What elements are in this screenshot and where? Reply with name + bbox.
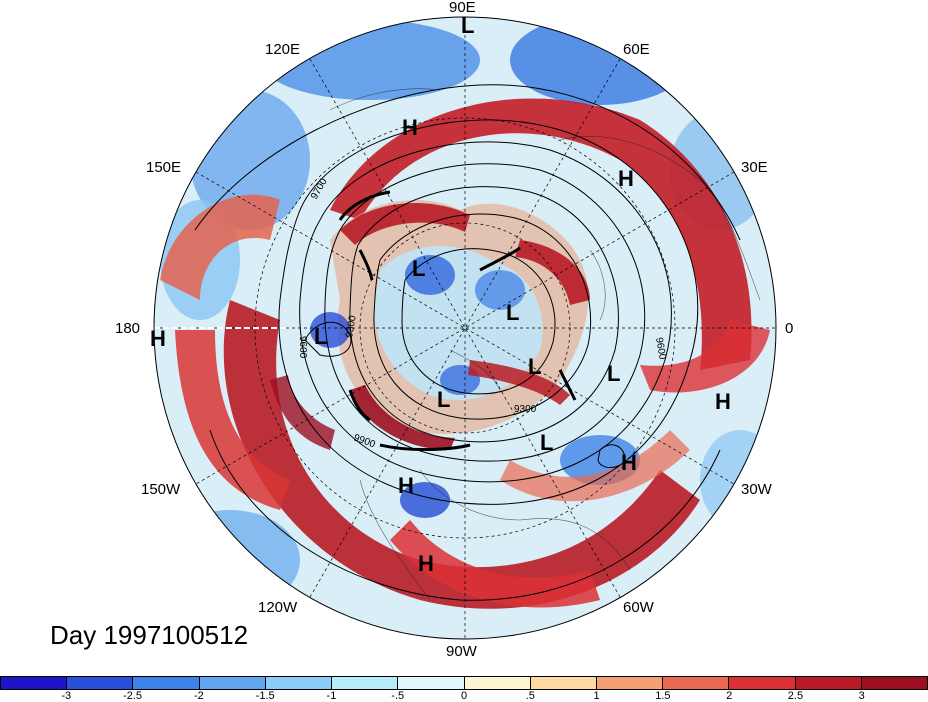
colorbar-tick-label: 2 (726, 690, 733, 702)
low-center: L (607, 361, 620, 386)
high-center: H (618, 166, 634, 191)
lon-label-90e: 90E (449, 0, 476, 16)
low-center: L (314, 324, 327, 349)
low-center: L (461, 13, 474, 38)
colorbar-swatch (530, 677, 597, 689)
height-contours (194, 84, 741, 601)
pressure-centers: L L L L L L L L H H H H H H H (150, 13, 731, 576)
colorbar-tick-label: 1 (593, 690, 600, 702)
colorbar-tick-label: -2 (193, 690, 204, 702)
polar-map: 9700 9600 9300 9300 9600 9900 L L L L L … (150, 13, 777, 640)
colorbar-swatch (398, 677, 465, 689)
colorbar-tick-label: -1 (326, 690, 337, 702)
high-center: H (398, 473, 414, 498)
colorbar-tick-label: -.5 (391, 690, 405, 702)
colorbar-swatch (464, 677, 531, 689)
high-center: H (150, 326, 166, 351)
coastlines (329, 88, 761, 601)
low-center: L (412, 256, 425, 281)
colorbar-swatch (67, 677, 134, 689)
colorbar-tick-label: 0 (460, 690, 468, 702)
contour-label: 9600 (297, 336, 308, 359)
contour-label: 9300 (344, 314, 359, 338)
high-center: H (402, 115, 418, 140)
lon-label-30w: 30W (741, 481, 772, 498)
lon-label-30e: 30E (741, 159, 768, 176)
colorbar-tick-label: 2.5 (787, 690, 804, 702)
colorbar-swatch (265, 677, 333, 689)
low-center: L (437, 387, 450, 412)
colorbar-swatch (332, 677, 399, 689)
map-boundary (153, 16, 777, 640)
lon-label-60e: 60E (623, 41, 650, 58)
colorbar-tick-label: -1.5 (255, 690, 275, 702)
low-center: L (506, 300, 519, 325)
colorbar-tick-label: -3 (61, 690, 72, 702)
lon-label-150e: 150E (146, 159, 182, 176)
low-center: L (528, 354, 541, 379)
contour-labels: 9700 9600 9300 9300 9600 9900 (297, 176, 668, 450)
colorbar-swatch (663, 677, 730, 689)
low-center: L (540, 430, 553, 455)
colorbar-swatch (596, 677, 664, 689)
contour-label: 9600 (653, 337, 668, 361)
contour-label: 9300 (514, 404, 537, 415)
colorbar-tick-label: 3 (858, 690, 865, 702)
colorbar-tick-label: .5 (525, 690, 535, 702)
graticule (154, 17, 776, 639)
colorbar (0, 676, 928, 690)
lon-label-120e: 120E (265, 41, 301, 58)
lon-label-150w: 150W (141, 481, 181, 498)
colorbar-tick-label: -2.5 (123, 690, 143, 702)
jet-streaks (338, 190, 577, 451)
colorbar-swatch (133, 677, 200, 689)
colorbar-tick-label: 1.5 (655, 690, 671, 702)
high-center: H (621, 450, 637, 475)
colorbar-swatch (729, 677, 796, 689)
lon-label-90w: 90W (446, 643, 477, 660)
lon-label-60w: 60W (623, 599, 654, 616)
lon-label-120w: 120W (258, 599, 298, 616)
lon-label-180: 180 (115, 320, 141, 337)
high-center: H (715, 389, 731, 414)
colorbar-swatch (1, 677, 68, 689)
lon-label-0: 0 (785, 320, 794, 337)
colorbar-swatch (199, 677, 266, 689)
plot-title: Day 1997100512 (50, 620, 249, 650)
high-center: H (418, 551, 434, 576)
anomaly-field (154, 17, 776, 639)
colorbar-swatch (795, 677, 862, 689)
colorbar-swatch (861, 677, 928, 689)
